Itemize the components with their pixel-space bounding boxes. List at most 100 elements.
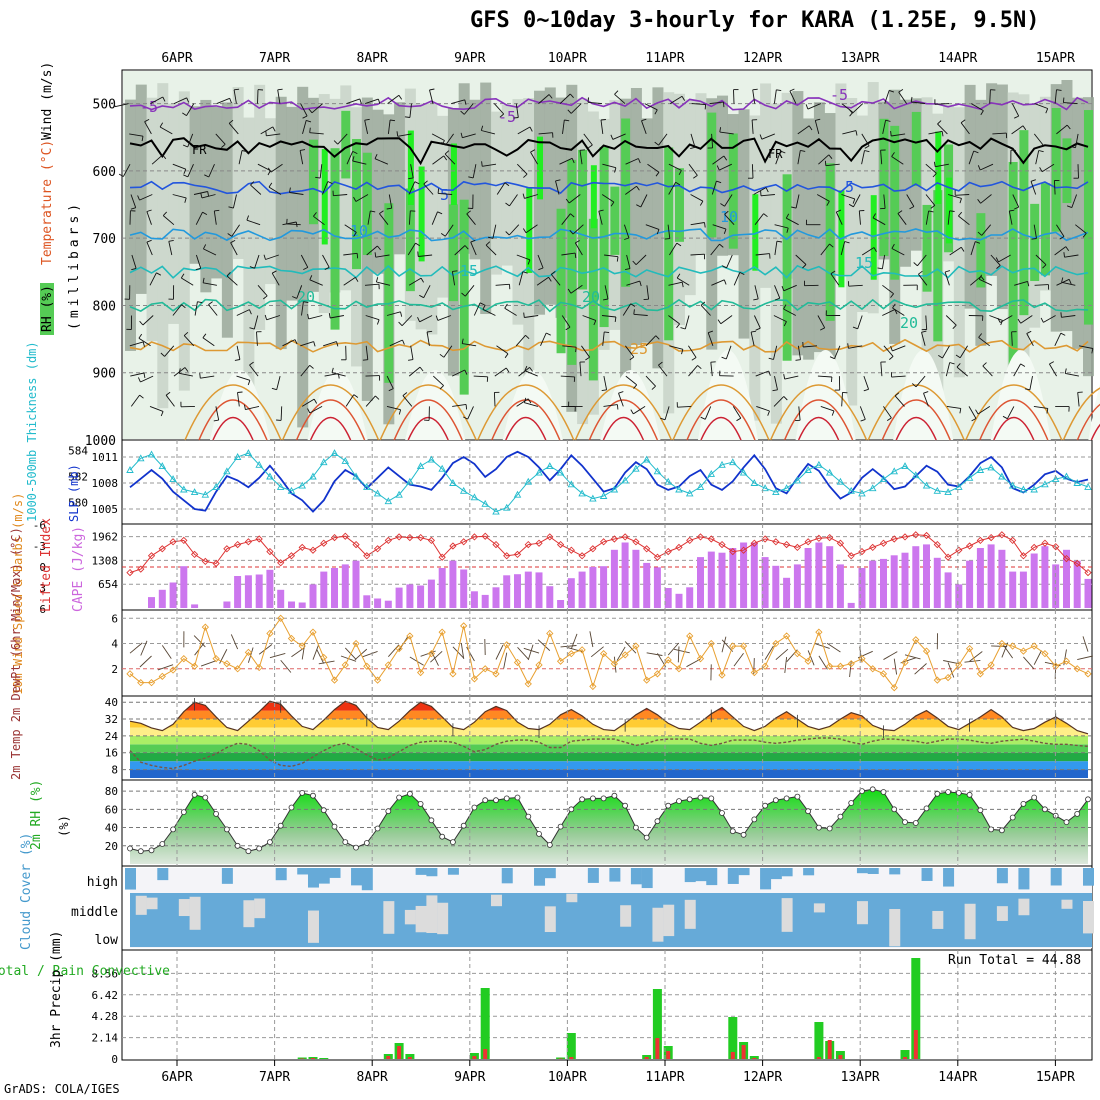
surface-wind-barb: [362, 651, 378, 658]
thickness-point: [675, 485, 683, 493]
thickness-point: [718, 460, 726, 468]
precip-convective-bar: [752, 1058, 757, 1059]
rh-point: [1042, 806, 1048, 813]
precip-convective-bar: [730, 1052, 735, 1059]
rh-point: [891, 806, 898, 813]
cape-bar: [449, 560, 457, 608]
rh-shade: [544, 87, 556, 305]
wind-barb-flag: [658, 361, 663, 366]
cloud-high-cell: [781, 868, 793, 877]
li-point: [320, 539, 328, 547]
wind-barb: [388, 194, 393, 209]
wind-barb: [1033, 405, 1048, 409]
cloud-high-cell: [1083, 868, 1094, 886]
wind-barb-flag: [768, 357, 774, 360]
wind-barb-flag: [1014, 115, 1019, 119]
wind-barb-flag: [353, 232, 357, 237]
cloud-gap-cell: [996, 906, 1008, 921]
wind-barb: [774, 241, 778, 256]
thickness-point: [244, 449, 253, 457]
wind-barb: [473, 375, 488, 378]
wind-barb-flag: [600, 119, 606, 121]
wind-barb: [257, 163, 271, 172]
wind-barb-flag: [664, 238, 670, 240]
cloud-gap-cell: [620, 905, 632, 927]
wind-barb: [707, 332, 714, 346]
thickness-point: [912, 471, 920, 479]
temp-band: [130, 735, 1088, 745]
li-point: [826, 533, 834, 542]
rh-point: [546, 842, 553, 848]
cape-bar: [610, 549, 618, 608]
wind-barb: [518, 271, 524, 286]
wind-barb-flag: [249, 327, 255, 330]
wind-barb-flag: [654, 109, 658, 115]
li-point: [1041, 539, 1049, 547]
wind-barb: [516, 254, 531, 261]
wind-barb: [216, 97, 230, 105]
surface-wind-barb: [280, 659, 292, 673]
temp-band: [130, 761, 1088, 770]
wind-barb: [321, 181, 329, 195]
thickness-point: [180, 485, 188, 493]
wind-barb: [725, 345, 732, 360]
thickness-point: [298, 481, 306, 489]
wind-barb-flag: [898, 89, 904, 93]
wind-speed-point: [137, 679, 145, 687]
wind-barb-flag: [461, 338, 464, 344]
surface-isotherm: [281, 384, 380, 441]
rh-point: [772, 797, 779, 804]
wind-barb-flag: [786, 227, 789, 233]
surface-isotherm: [979, 399, 1049, 441]
wind-barb: [797, 345, 801, 360]
thickness-point: [233, 453, 242, 460]
surface-wind-barb: [943, 660, 959, 665]
rh-point: [869, 786, 876, 793]
wind-barb-flag: [980, 276, 985, 281]
surface-wind-barb: [764, 645, 774, 660]
wind-barb-flag: [564, 119, 570, 122]
wind-barb: [387, 94, 400, 104]
wind-barb-flag: [443, 155, 448, 161]
temp-band: [130, 769, 1088, 778]
surface-wind-barb: [784, 656, 788, 673]
bottom-day-label: 11APR: [645, 1070, 684, 1085]
wind-barb-flag: [504, 303, 508, 309]
rh-point: [751, 816, 758, 823]
wind-barb: [397, 133, 412, 137]
rh-moist-shade: [362, 152, 372, 255]
cape-bar: [1009, 571, 1017, 608]
rh-point: [460, 822, 467, 829]
wind-barb: [365, 98, 379, 105]
cape-bar: [600, 566, 608, 608]
wind-barb: [473, 302, 481, 316]
wind-barb-flag: [331, 367, 334, 373]
wind-barb-flag: [632, 260, 637, 266]
wind-barb-flag: [567, 288, 572, 294]
wind-barb-flag: [300, 149, 306, 151]
wind-barb: [882, 120, 887, 134]
bottom-day-label: 12APR: [743, 1070, 782, 1085]
rh-shade: [211, 106, 223, 279]
wind-barb: [978, 337, 990, 347]
wind-speed-point: [653, 670, 662, 678]
rh-shade: [469, 99, 481, 260]
li-point: [664, 547, 672, 556]
wind-barb-flag: [461, 292, 466, 297]
cape-bar: [783, 577, 791, 608]
wind-speed-point: [180, 655, 188, 663]
thickness-point: [212, 482, 220, 490]
wind-barb-flag: [138, 333, 143, 339]
wind-barb: [410, 164, 414, 178]
wind-barb-flag: [207, 191, 210, 197]
panel-frame-wind: [121, 609, 1093, 697]
surface-wind-barb: [964, 659, 981, 663]
wind-barb: [193, 191, 208, 195]
surface-wind-barb: [301, 643, 306, 660]
wind-barb-flag: [485, 241, 491, 246]
wind-barb: [915, 375, 926, 388]
thickness-point: [825, 468, 834, 476]
cloud-high-cell: [706, 868, 718, 886]
cloud-gap-cell: [135, 895, 147, 915]
